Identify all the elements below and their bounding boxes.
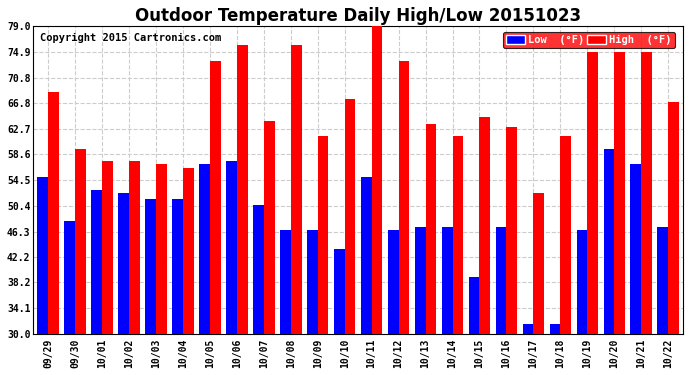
Bar xyxy=(480,117,491,334)
Bar xyxy=(210,61,221,334)
Bar xyxy=(533,193,544,334)
Bar xyxy=(307,230,317,334)
Bar xyxy=(64,221,75,334)
Bar xyxy=(399,61,409,334)
Bar xyxy=(118,193,129,334)
Bar xyxy=(442,227,453,334)
Bar xyxy=(415,227,426,334)
Bar xyxy=(658,227,668,334)
Legend: Low  (°F), High  (°F): Low (°F), High (°F) xyxy=(503,32,675,48)
Bar xyxy=(48,92,59,334)
Bar xyxy=(372,23,382,334)
Title: Outdoor Temperature Daily High/Low 20151023: Outdoor Temperature Daily High/Low 20151… xyxy=(135,7,581,25)
Bar xyxy=(37,177,48,334)
Bar xyxy=(237,45,248,334)
Bar xyxy=(426,124,436,334)
Bar xyxy=(172,199,183,334)
Bar xyxy=(631,165,641,334)
Bar xyxy=(156,165,167,334)
Bar xyxy=(345,99,355,334)
Bar xyxy=(522,324,533,334)
Bar xyxy=(334,249,345,334)
Bar xyxy=(495,227,506,334)
Bar xyxy=(145,199,156,334)
Bar xyxy=(317,136,328,334)
Bar xyxy=(641,52,652,334)
Bar xyxy=(469,278,480,334)
Bar xyxy=(549,324,560,334)
Bar xyxy=(290,45,302,334)
Bar xyxy=(668,102,679,334)
Bar xyxy=(453,136,463,334)
Bar xyxy=(604,149,614,334)
Bar xyxy=(560,136,571,334)
Bar xyxy=(199,165,210,334)
Bar xyxy=(102,161,112,334)
Bar xyxy=(264,121,275,334)
Bar xyxy=(91,190,102,334)
Bar xyxy=(577,230,587,334)
Text: Copyright 2015 Cartronics.com: Copyright 2015 Cartronics.com xyxy=(40,33,221,43)
Bar xyxy=(587,52,598,334)
Bar xyxy=(388,230,399,334)
Bar xyxy=(361,177,372,334)
Bar xyxy=(614,52,625,334)
Bar xyxy=(75,149,86,334)
Bar xyxy=(253,205,264,334)
Bar xyxy=(506,127,518,334)
Bar xyxy=(280,230,290,334)
Bar xyxy=(183,168,194,334)
Bar xyxy=(129,161,140,334)
Bar xyxy=(226,161,237,334)
